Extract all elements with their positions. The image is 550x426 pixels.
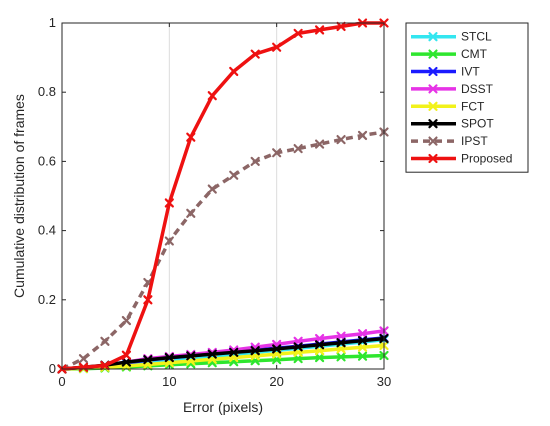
plot-frame xyxy=(61,22,385,370)
data-point-dsst xyxy=(357,329,368,339)
data-point-ipst xyxy=(186,208,196,218)
data-point-spot xyxy=(357,336,368,346)
legend-item-ipst: IPST xyxy=(411,134,488,148)
data-point-proposed xyxy=(272,42,282,52)
legend-label-stcl: STCL xyxy=(461,30,492,44)
series-line-fct xyxy=(61,343,385,371)
y-tick-label: 0 xyxy=(49,361,56,376)
data-point-ipst xyxy=(357,130,368,141)
data-point-ipst xyxy=(293,143,303,154)
data-point-proposed xyxy=(315,25,325,35)
data-point-proposed xyxy=(207,91,217,101)
data-point-fct xyxy=(357,342,368,352)
series-line-proposed xyxy=(61,21,384,371)
data-point-spot xyxy=(315,340,325,350)
data-point-spot xyxy=(229,347,239,357)
legend-marker-ivt xyxy=(428,66,438,77)
y-tick-label: 0.6 xyxy=(38,153,56,168)
series-proposed xyxy=(57,18,389,374)
legend: STCL CMT IVT DSST FCT SPOT IPST Proposed xyxy=(405,22,529,173)
y-tick-label: 0.8 xyxy=(38,84,56,99)
legend-item-dsst: DSST xyxy=(411,82,494,96)
data-point-dsst xyxy=(336,331,346,341)
data-point-ipst xyxy=(229,170,239,180)
legend-marker-cmt xyxy=(428,49,438,59)
data-point-ipst xyxy=(207,184,217,194)
data-point-cmt xyxy=(315,352,325,363)
legend-label-spot: SPOT xyxy=(461,117,494,131)
data-point-proposed xyxy=(293,28,303,38)
series-ipst xyxy=(57,127,389,374)
data-point-proposed xyxy=(336,21,346,32)
legend-marker-spot xyxy=(428,119,438,129)
legend-item-spot: SPOT xyxy=(411,117,494,131)
legend-label-dsst: DSST xyxy=(461,82,494,96)
y-tick-label: 0.4 xyxy=(38,223,56,238)
data-point-spot xyxy=(121,357,131,367)
data-point-spot xyxy=(250,346,260,356)
data-point-spot xyxy=(186,351,196,361)
legend-marker-ipst xyxy=(428,136,438,146)
legend-label-cmt: CMT xyxy=(461,47,488,61)
x-tick-label: 0 xyxy=(58,374,65,389)
data-point-proposed xyxy=(100,360,110,371)
legend-marker-fct xyxy=(428,101,438,111)
legend-item-ivt: IVT xyxy=(411,65,480,79)
data-point-spot xyxy=(293,342,303,352)
data-point-proposed xyxy=(121,350,131,360)
series-line-spot xyxy=(61,336,385,371)
legend-label-proposed: Proposed xyxy=(461,152,512,166)
data-point-cmt xyxy=(357,351,368,361)
legend-box xyxy=(405,22,529,173)
y-tick-label: 1 xyxy=(49,15,56,30)
legend-item-cmt: CMT xyxy=(411,47,488,61)
data-point-spot xyxy=(207,349,217,359)
legend-label-ipst: IPST xyxy=(461,134,488,148)
legend-item-proposed: Proposed xyxy=(411,152,512,166)
data-point-ipst xyxy=(336,135,346,145)
data-point-dsst xyxy=(315,333,325,344)
data-point-spot xyxy=(272,344,282,354)
data-point-spot xyxy=(143,355,153,365)
data-point-proposed xyxy=(78,362,89,372)
data-point-cmt xyxy=(293,354,303,364)
axes: 0 10 20 30 0 0.2 0.4 0.6 0.8 1 xyxy=(38,15,391,389)
legend-item-stcl: STCL xyxy=(411,30,492,44)
data-point-proposed xyxy=(164,198,174,208)
series-layer xyxy=(57,18,389,374)
series-line-ipst xyxy=(61,130,385,371)
data-point-ipst xyxy=(100,336,110,346)
data-point-ipst xyxy=(250,156,260,166)
data-point-proposed xyxy=(250,49,260,59)
legend-marker-proposed xyxy=(428,153,438,164)
data-point-spot xyxy=(336,338,346,348)
data-point-cmt xyxy=(336,352,346,362)
data-point-proposed xyxy=(143,295,153,305)
y-axis-label: Cumulative distribution of frames xyxy=(11,94,27,298)
legend-marker-dsst xyxy=(428,84,438,94)
grid-lines xyxy=(168,23,278,369)
x-axis-label: Error (pixels) xyxy=(183,399,263,415)
data-point-proposed xyxy=(229,66,239,77)
data-point-ipst xyxy=(78,354,89,364)
data-point-ipst xyxy=(164,236,174,246)
legend-item-fct: FCT xyxy=(411,99,485,113)
data-point-fct xyxy=(336,344,346,354)
data-point-ipst xyxy=(315,139,325,149)
data-point-ipst xyxy=(121,315,131,326)
x-tick-label: 30 xyxy=(377,374,391,389)
legend-label-ivt: IVT xyxy=(461,65,480,79)
data-point-proposed xyxy=(186,132,196,142)
data-point-ipst xyxy=(272,148,282,158)
plot-area xyxy=(62,23,384,369)
legend-marker-stcl xyxy=(428,32,438,42)
x-tick-label: 20 xyxy=(269,374,283,389)
y-tick-label: 0.2 xyxy=(38,292,56,307)
x-tick-label: 10 xyxy=(162,374,176,389)
data-point-spot xyxy=(164,352,174,363)
legend-label-fct: FCT xyxy=(461,99,485,113)
